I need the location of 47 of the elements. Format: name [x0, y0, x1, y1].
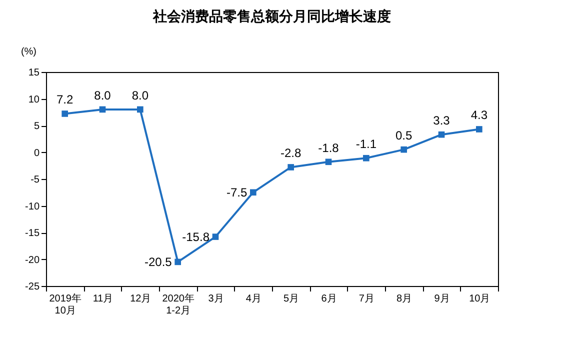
x-tick-label: 7月 — [358, 294, 374, 304]
point — [476, 126, 482, 132]
y-tick-label: 0 — [34, 148, 40, 159]
y-tick-label: -20 — [25, 254, 40, 266]
text: -2.8 — [280, 146, 302, 160]
text: 8.0 — [132, 88, 149, 102]
text: -1.8 — [318, 140, 339, 155]
y-tick-label: -25 — [25, 282, 40, 292]
y-tick-label: 10 — [28, 94, 40, 106]
x-tick-label: 11月 — [92, 294, 114, 304]
x-tick-label: 12月 — [130, 294, 152, 304]
text: -15.8 — [182, 230, 210, 244]
x-tick-label: 6月 — [321, 294, 337, 304]
x-tick-label: 4月 — [246, 294, 262, 304]
x-tick-label: 2019年 10月 — [49, 292, 82, 316]
text: 7.2 — [56, 92, 74, 107]
x-tick-label: 10月 — [469, 294, 490, 304]
point — [288, 164, 294, 170]
point — [438, 131, 445, 138]
point — [212, 234, 219, 240]
x-tick-label: 8月 — [396, 294, 412, 304]
chart-title: 社会消费品零售总额分月同比增长速度 — [152, 8, 391, 24]
y-tick-label: -10 — [25, 201, 40, 212]
x-tick-label: 2020年 1-2月 — [162, 292, 194, 316]
point — [400, 146, 407, 153]
x-tick-label: 5月 — [284, 294, 300, 304]
y-tick-label: -5 — [30, 174, 40, 186]
point — [174, 258, 181, 266]
text: 0.5 — [395, 128, 412, 143]
point — [325, 158, 332, 166]
point — [62, 110, 68, 117]
x-tick-label: 9月 — [434, 294, 450, 304]
text: 3.3 — [433, 114, 450, 128]
x-tick-label: 3月 — [208, 294, 224, 304]
text: 4.3 — [470, 108, 488, 122]
y-tick-label: 5 — [34, 121, 40, 132]
point — [137, 106, 144, 113]
y-axis-title: (%) — [20, 46, 36, 58]
text: -20.5 — [144, 254, 172, 269]
point — [99, 106, 106, 113]
text: -1.1 — [356, 137, 377, 152]
text: -7.5 — [226, 185, 248, 200]
point — [250, 189, 256, 196]
text: 8.0 — [94, 88, 111, 102]
y-tick-label: -15 — [25, 228, 40, 239]
y-tick-label: 15 — [28, 68, 40, 78]
point — [363, 154, 370, 162]
